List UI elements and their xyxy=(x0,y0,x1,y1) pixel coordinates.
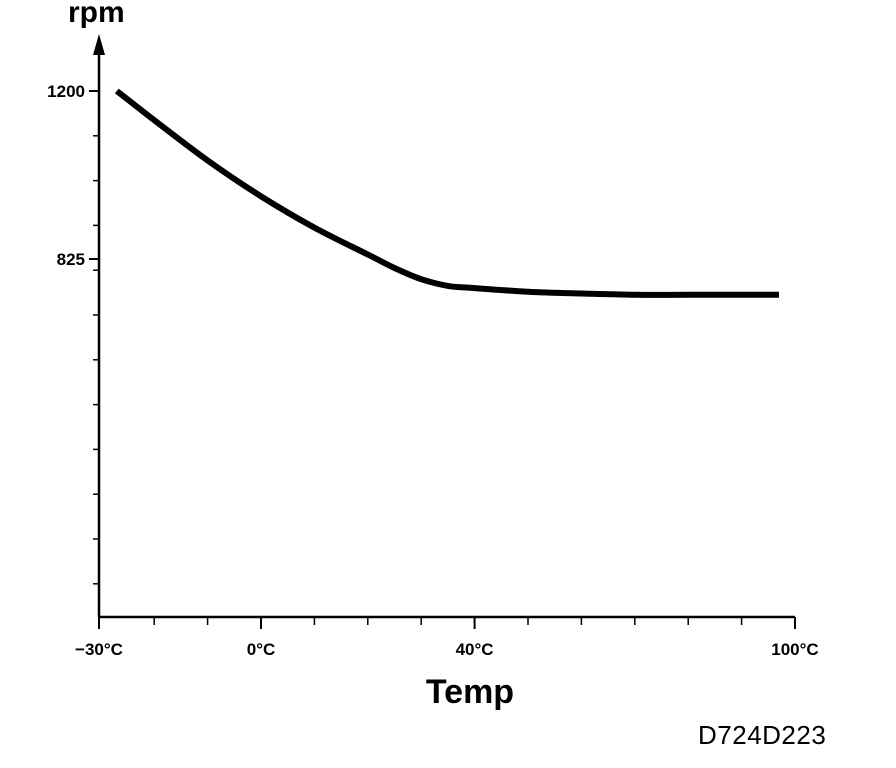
x-tick-label: 100°C xyxy=(771,640,818,659)
x-tick-labels: −30°C 0°C 40°C 100°C xyxy=(75,640,819,659)
x-axis: Temp −30°C 0°C 40°C 100°C xyxy=(75,615,819,711)
x-ticks xyxy=(98,617,796,629)
plot-series xyxy=(114,88,779,298)
x-axis-title: Temp xyxy=(426,673,514,711)
y-axis-title: rpm xyxy=(68,0,125,29)
x-tick-label: 0°C xyxy=(247,640,276,659)
y-tick-labels: 1200 825 xyxy=(47,82,85,269)
y-tick-label: 1200 xyxy=(47,82,85,101)
y-ticks xyxy=(89,90,99,585)
x-tick-label: 40°C xyxy=(456,640,494,659)
figure-code: D724D223 xyxy=(698,720,827,750)
y-tick-label: 825 xyxy=(57,250,85,269)
y-axis-arrow-icon xyxy=(93,34,105,55)
y-axis: rpm 1200 825 xyxy=(47,0,125,617)
series-line xyxy=(114,88,779,298)
x-tick-label: −30°C xyxy=(75,640,123,659)
